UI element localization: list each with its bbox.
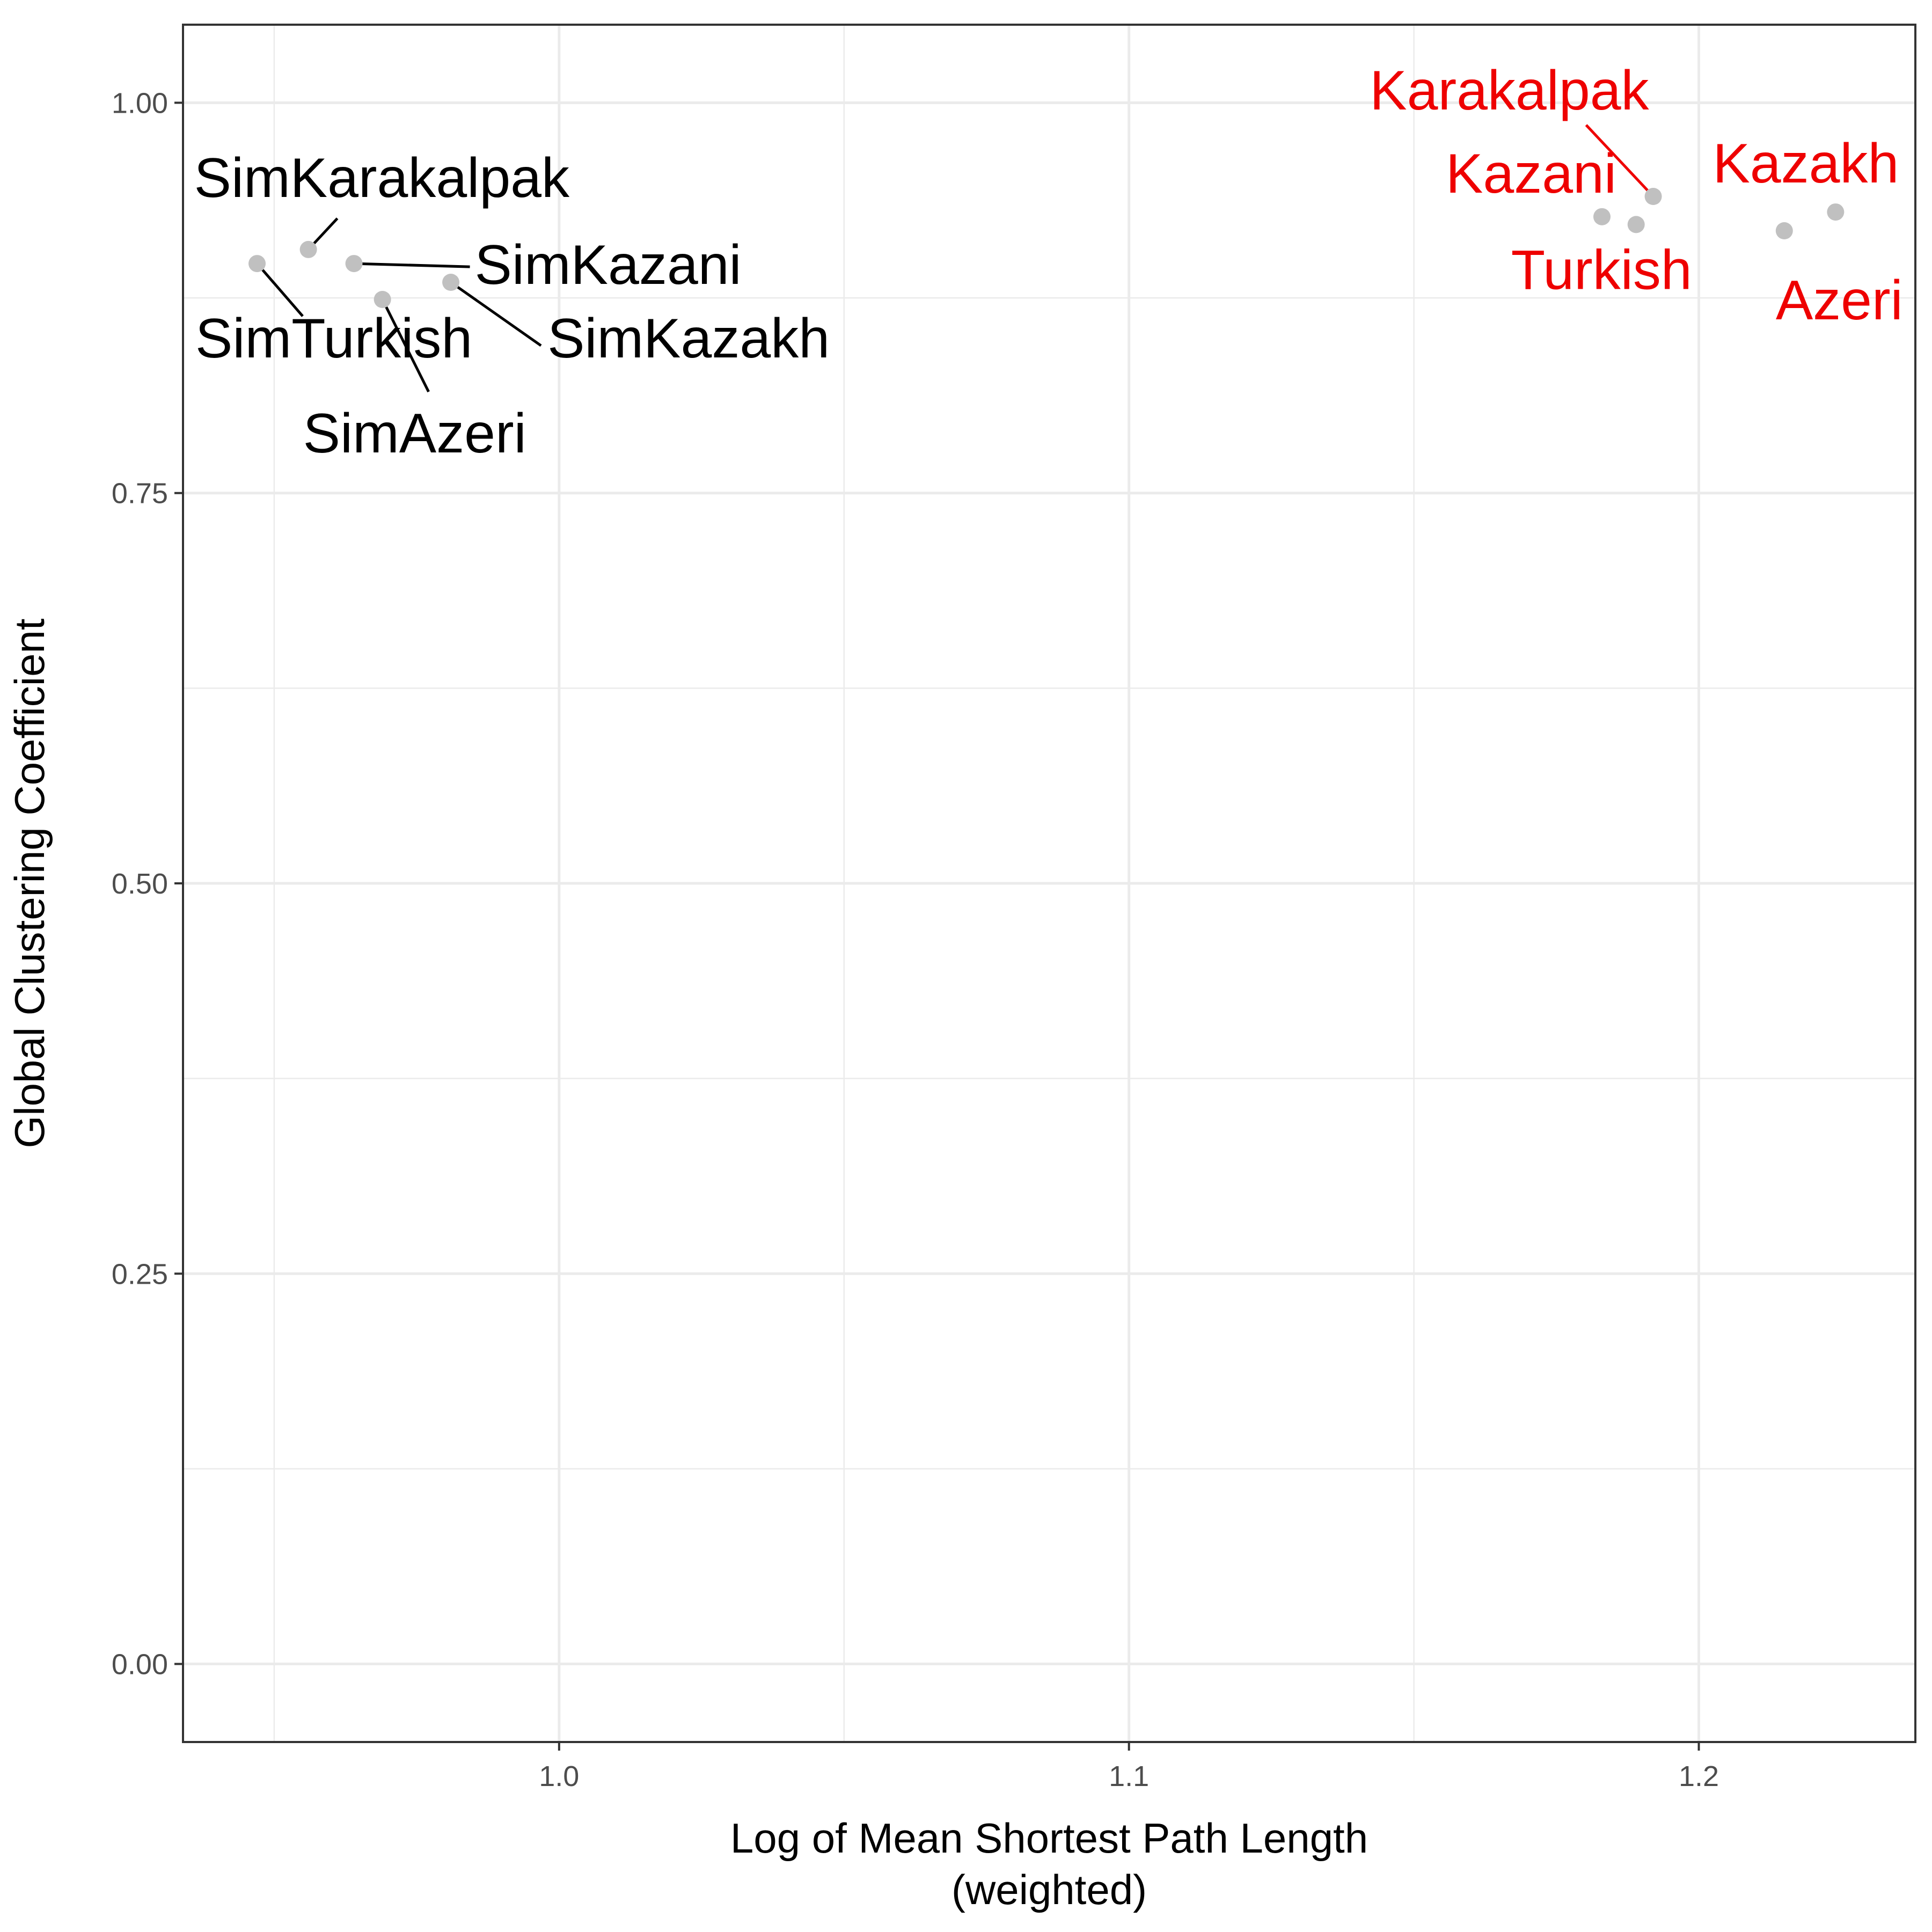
- x-tick-label: 1.2: [1679, 1760, 1719, 1792]
- y-tick-label: 0.25: [112, 1258, 168, 1290]
- point-azeri: [1775, 222, 1793, 239]
- point-simkazakh: [442, 274, 460, 291]
- point-simturkish: [248, 255, 266, 273]
- point-kazakh: [1827, 203, 1845, 221]
- y-tick-label: 0.00: [112, 1649, 168, 1681]
- point-turkish: [1627, 216, 1645, 233]
- point-label-simkarakalpak: SimKarakalpak: [194, 147, 570, 209]
- point-kazani: [1593, 208, 1611, 225]
- leader-line-simturkish: [256, 262, 304, 317]
- point-label-simturkish: SimTurkish: [195, 308, 472, 370]
- y-tick-label: 0.50: [112, 868, 168, 900]
- point-simkazani: [345, 255, 363, 273]
- point-simazeri: [374, 291, 391, 308]
- x-tick-label: 1.1: [1109, 1760, 1149, 1792]
- point-label-kazakh: Kazakh: [1713, 133, 1899, 195]
- point-label-azeri: Azeri: [1776, 269, 1903, 332]
- x-axis-title-line-2: (weighted): [952, 1866, 1147, 1913]
- y-tick-label: 1.00: [112, 87, 168, 119]
- leader-line-simkazakh: [450, 281, 542, 347]
- axes: 1.0 1.1 1.2 0.00 0.25 0.50 0.75 1.00: [112, 87, 1719, 1792]
- x-axis-title-line-1: Log of Mean Shortest Path Length: [730, 1814, 1368, 1862]
- point-label-kazani: Kazani: [1446, 143, 1616, 205]
- point-label-karakalpak: Karakalpak: [1370, 60, 1649, 122]
- data-points: [248, 188, 1845, 308]
- point-label-turkish: Turkish: [1511, 239, 1692, 301]
- point-label-simazeri: SimAzeri: [303, 402, 526, 465]
- leader-line-simkazani: [354, 262, 470, 268]
- point-label-simkazakh: SimKazakh: [547, 308, 830, 370]
- y-axis-title: Global Clustering Coefficient: [6, 618, 53, 1148]
- y-tick-label: 0.75: [112, 478, 168, 510]
- leader-line-karakalpak: [1585, 124, 1655, 197]
- point-labels: SimTurkish SimKarakalpak SimKazani SimAzeri…: [194, 60, 1903, 465]
- point-karakalpak: [1644, 188, 1662, 205]
- leader-line-simazeri: [381, 298, 430, 393]
- grid: [183, 25, 1915, 1742]
- x-tick-label: 1.0: [539, 1760, 579, 1792]
- point-simkarakalpak: [299, 240, 317, 258]
- point-label-simkazani: SimKazani: [475, 234, 742, 296]
